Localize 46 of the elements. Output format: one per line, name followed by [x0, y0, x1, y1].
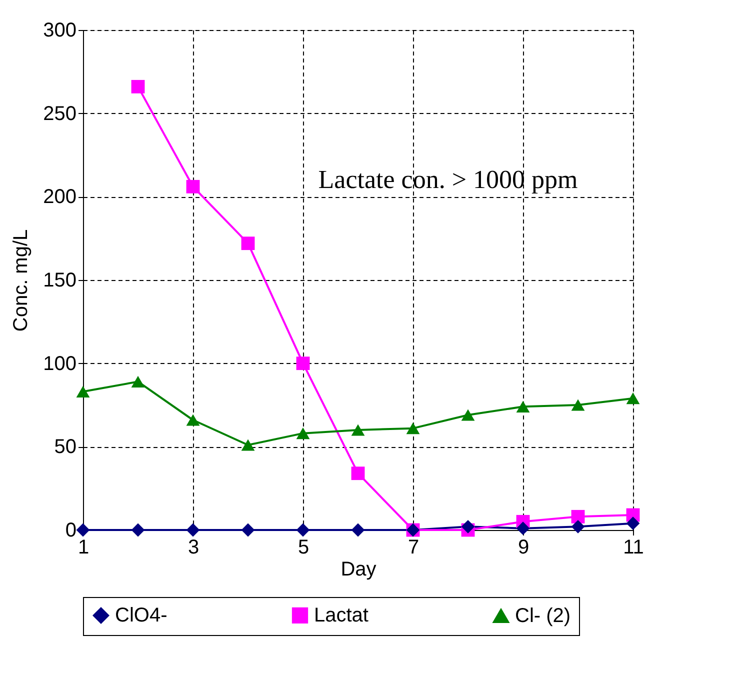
point	[296, 356, 310, 370]
point	[351, 523, 365, 537]
x-tick-label: 11	[623, 536, 644, 558]
legend-label: Lactat	[314, 604, 369, 626]
point	[241, 439, 255, 451]
point	[571, 399, 585, 411]
x-tick-label: 5	[298, 536, 310, 558]
y-tick-label: 100	[43, 352, 76, 375]
point	[351, 424, 365, 436]
point	[186, 523, 200, 537]
x-tick-label: 7	[408, 536, 420, 558]
y-tick-label: 0	[65, 520, 76, 542]
y-tick-label: 200	[43, 186, 76, 208]
point	[626, 392, 640, 404]
x-tick-label: 3	[188, 536, 200, 558]
point	[186, 414, 200, 426]
point	[241, 523, 255, 537]
x-axis-title: Day	[340, 558, 376, 580]
x-tick-label: 1	[78, 536, 90, 558]
y-tick-label: 250	[43, 102, 76, 125]
point	[516, 400, 530, 412]
point	[296, 428, 310, 440]
point	[241, 236, 255, 250]
point	[186, 180, 200, 194]
point	[131, 80, 145, 94]
point	[516, 522, 530, 536]
y-tick-label: 150	[43, 270, 76, 292]
legend-label: ClO4-	[115, 604, 168, 626]
point	[131, 523, 145, 537]
point	[406, 422, 420, 434]
point	[76, 523, 90, 537]
y-axis-title: Conc. mg/L	[10, 229, 32, 332]
y-tick-label: 300	[43, 20, 76, 42]
point	[76, 386, 90, 398]
annotation: Lactate con. > 1000 ppm	[318, 165, 578, 194]
point	[461, 520, 475, 534]
point	[351, 466, 365, 480]
point	[626, 516, 640, 530]
y-tick-label: 50	[54, 436, 76, 458]
point	[571, 510, 585, 524]
point	[461, 409, 475, 421]
point	[296, 523, 310, 537]
point	[131, 376, 145, 388]
legend-label: Cl- (2)	[515, 604, 571, 627]
point	[571, 520, 585, 534]
x-tick-label: 9	[518, 536, 530, 558]
